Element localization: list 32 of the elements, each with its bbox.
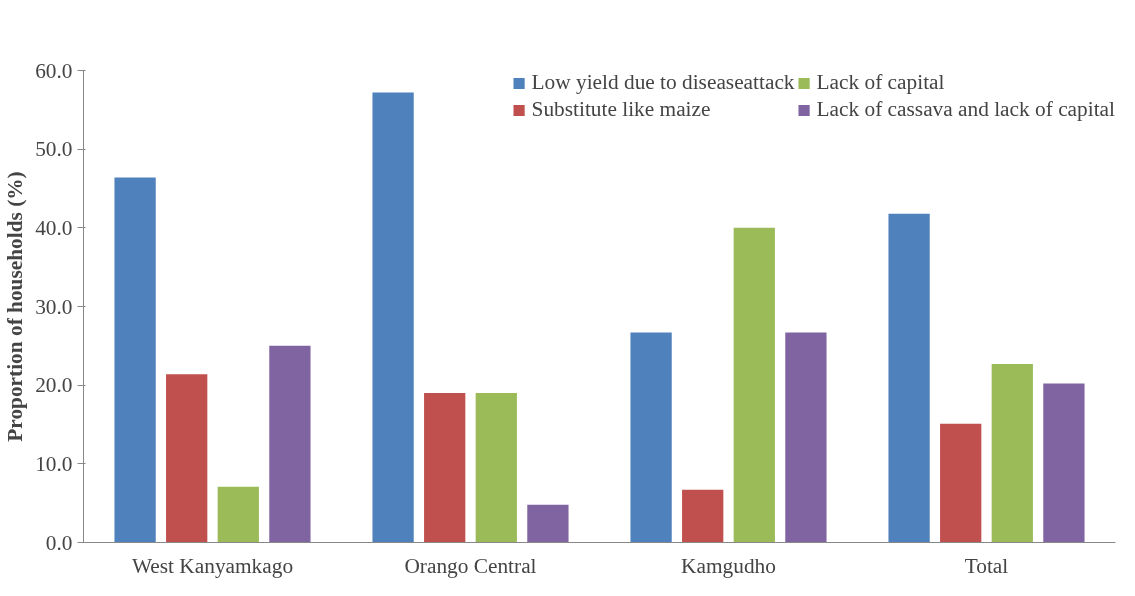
bar [166, 374, 208, 543]
bar [733, 227, 775, 543]
legend-label: Lack of capital [816, 70, 945, 95]
bar [785, 332, 827, 543]
bar [682, 489, 724, 543]
y-tick-label: 50.0 [35, 137, 73, 162]
legend-label: Low yield due to diseaseattack [531, 70, 795, 95]
bar [630, 332, 672, 543]
y-tick-label: 0.0 [45, 530, 73, 555]
bar [1043, 383, 1085, 543]
x-tick-label: Total [964, 553, 1009, 578]
legend-label: Substitute like maize [531, 97, 711, 122]
bar [424, 393, 466, 543]
bar [114, 177, 156, 543]
y-tick-label: 40.0 [35, 215, 73, 240]
y-tick-label: 10.0 [35, 451, 73, 476]
x-tick-label: Kamgudho [681, 553, 776, 578]
y-tick-label: 60.0 [35, 58, 73, 83]
bar [269, 345, 311, 543]
bar [527, 504, 569, 543]
legend-label: Lack of cassava and lack of capital [816, 97, 1115, 122]
bar [991, 363, 1033, 543]
bar [888, 213, 930, 543]
x-tick-label: Orango Central [404, 553, 537, 578]
bar [217, 486, 259, 543]
x-tick-label: West Kanyamkago [131, 553, 294, 578]
bar [372, 92, 414, 543]
y-tick-label: 30.0 [35, 294, 73, 319]
y-tick-label: 20.0 [35, 373, 73, 398]
y-axis-title: Proportion of households (%) [3, 171, 28, 442]
bar [475, 393, 517, 543]
bar [940, 423, 982, 543]
